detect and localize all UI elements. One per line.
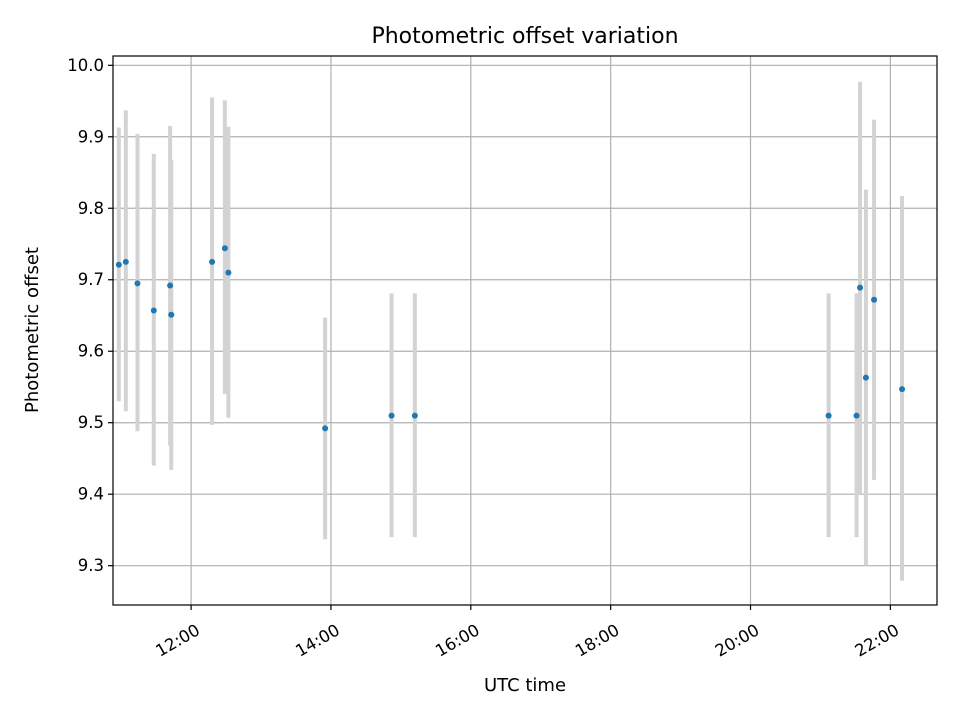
data-point	[167, 282, 174, 289]
data-point	[134, 280, 141, 287]
data-point	[115, 261, 122, 268]
y-tick-label: 9.9	[78, 127, 104, 146]
data-point	[871, 296, 878, 303]
data-points	[115, 245, 906, 432]
y-tick-label: 9.4	[78, 485, 104, 504]
x-axis-label: UTC time	[484, 675, 566, 696]
y-tick-label: 9.6	[78, 342, 104, 361]
y-tick-label: 9.7	[78, 270, 104, 289]
plot-frame	[112, 55, 938, 606]
y-tick-label: 9.3	[78, 556, 104, 575]
data-point	[825, 412, 832, 419]
data-point	[899, 386, 906, 393]
data-point	[411, 412, 418, 419]
y-tick-label: 9.5	[78, 413, 104, 432]
y-axis-ticks: 9.3 9.4 9.5 9.6 9.7 9.8 9.9 10.0	[67, 56, 113, 575]
data-point	[853, 412, 860, 419]
data-point	[209, 258, 216, 265]
y-axis-label: Photometric offset	[22, 247, 43, 413]
grid-lines	[113, 56, 937, 605]
data-point	[150, 307, 157, 314]
data-point	[221, 245, 228, 252]
y-tick-label: 9.8	[78, 199, 104, 218]
y-tick-label: 10.0	[67, 56, 104, 75]
data-point	[322, 425, 329, 432]
data-point	[168, 311, 175, 318]
data-point	[388, 412, 395, 419]
data-point	[862, 374, 869, 381]
data-point	[225, 269, 232, 276]
data-point	[857, 284, 864, 291]
data-point	[122, 258, 129, 265]
plot-area	[113, 56, 937, 605]
chart-title: Photometric offset variation	[371, 24, 678, 49]
